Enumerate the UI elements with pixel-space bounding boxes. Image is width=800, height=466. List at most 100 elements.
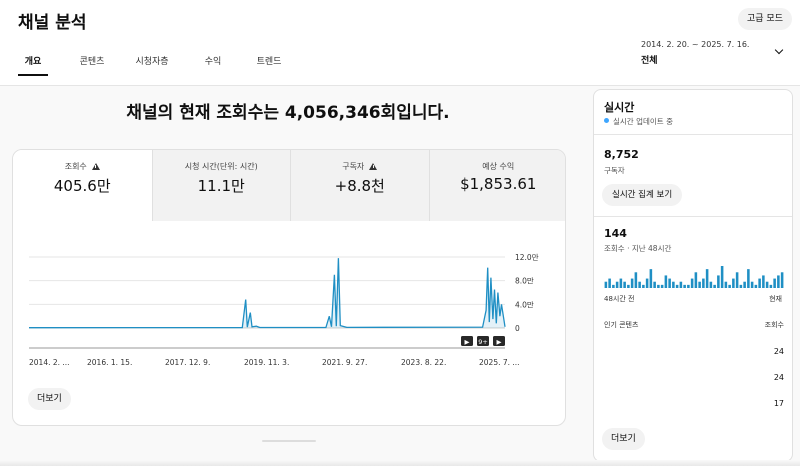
divider: [0, 85, 800, 86]
subscriber-label: 구독자: [604, 166, 625, 175]
views-chart: 12.0만 8.0만 4.0만 0 ▶ 9+ ▶ 2014. 2. ... 2016. 1. 1…: [13, 221, 565, 425]
hourly-bar: [683, 284, 686, 288]
top-content-views[interactable]: 24: [773, 373, 784, 382]
views-series-line: [28, 258, 506, 329]
warning-icon: [91, 163, 100, 170]
bars-axis-right: 현재: [769, 295, 782, 303]
headline: 채널의 현재 조회수는 4,056,346회입니다.: [126, 103, 450, 123]
hourly-bar: [694, 272, 698, 288]
count-badge[interactable]: [477, 336, 489, 346]
play-left-icon[interactable]: [461, 336, 473, 346]
live-dot-icon: [604, 118, 609, 123]
warning-icon: [369, 163, 378, 170]
bars-axis-left: 48시간 전: [604, 295, 635, 303]
metric-watch-time[interactable]: 시청 시간(단위: 시간) 11.1만: [151, 150, 290, 221]
tab-trends[interactable]: 트렌드: [256, 57, 282, 67]
hourly-bar: [698, 281, 701, 288]
hourly-bar: [728, 284, 731, 288]
x-tick-label: 2025. 7. ...: [479, 358, 520, 367]
hourly-bar: [773, 278, 776, 288]
hourly-bar: [750, 281, 754, 288]
hourly-bar: [713, 284, 716, 288]
hourly-bar: [604, 281, 608, 288]
metric-label: 예상 수익: [482, 162, 515, 171]
top-content-header: 인기 콘텐츠: [604, 321, 639, 329]
x-tick-label: 2014. 2. ...: [29, 358, 70, 367]
metric-label: 조회수: [64, 162, 87, 171]
x-tick-label: 2019. 11. 3.: [244, 358, 289, 367]
metric-value: $1,853.61: [460, 175, 537, 193]
views-chart-svg: 12.0만 8.0만 4.0만 0 ▶ 9+ ▶ 2014. 2. ... 2016. 1. 1…: [28, 253, 539, 367]
realtime-card: 실시간 실시간 업데이트 중 8,752 구독자 실시간 집계 보기 144 조…: [593, 89, 793, 462]
hourly-bar: [630, 278, 634, 288]
tab-overview[interactable]: 개요: [18, 54, 48, 76]
x-tick-label: 2021. 9. 27.: [322, 358, 367, 367]
hourly-bar: [739, 284, 743, 288]
hourly-bar: [653, 281, 656, 288]
hourly-bar: [660, 284, 664, 288]
hourly-bar: [645, 278, 649, 288]
play-right-icon[interactable]: [493, 336, 505, 346]
divider: [594, 216, 792, 217]
metric-tabs: 조회수 405.6만 시청 시간(단위: 시간) 11.1만 구독자 +8.8천…: [13, 150, 565, 221]
advanced-mode-button[interactable]: 고급 모드: [738, 8, 792, 30]
realtime-title: 실시간: [604, 101, 635, 114]
tab-content[interactable]: 콘텐츠: [79, 57, 105, 67]
top-content-column: 조회수: [764, 321, 784, 329]
realtime-status: 실시간 업데이트 중: [604, 116, 673, 127]
hourly-bar: [619, 278, 623, 288]
tab-revenue[interactable]: 수익: [204, 57, 222, 67]
hourly-bar: [743, 281, 746, 288]
realtime-status-text: 실시간 업데이트 중: [613, 117, 673, 126]
chevron-down-icon[interactable]: [774, 45, 784, 55]
x-tick-label: 2016. 1. 15.: [87, 358, 132, 367]
more-button[interactable]: 더보기: [28, 388, 71, 410]
metric-revenue[interactable]: 예상 수익 $1,853.61: [428, 150, 565, 221]
hourly-bar: [687, 284, 690, 288]
metric-value: 11.1만: [197, 177, 245, 195]
top-content-views[interactable]: 17: [773, 399, 784, 408]
metric-subscribers[interactable]: 구독자 +8.8천: [290, 150, 429, 221]
hourly-bar: [634, 272, 638, 288]
hourly-bar: [735, 272, 739, 288]
hourly-bar: [780, 272, 784, 288]
hourly-bar: [675, 284, 679, 288]
top-content-views[interactable]: 24: [773, 347, 784, 356]
tab-bar: 개요 콘텐츠 시청자층 수익 트렌드: [18, 54, 284, 76]
y-tick-label: 0: [515, 324, 520, 333]
count-badge-glyph: 9+: [478, 338, 488, 346]
hourly-bar: [627, 284, 630, 288]
y-tick-label: 8.0만: [515, 277, 534, 286]
x-tick-label: 2017. 12. 9.: [165, 358, 210, 367]
hourly-bar: [638, 281, 641, 288]
hourly-bar: [702, 278, 705, 288]
hourly-bar: [769, 284, 773, 288]
hourly-bar: [777, 275, 780, 288]
metric-label: 시청 시간(단위: 시간): [184, 162, 258, 171]
hourly-bar: [615, 281, 619, 288]
hourly-bar: [649, 269, 653, 288]
date-range-label[interactable]: 전체: [641, 56, 658, 66]
metric-label: 구독자: [342, 162, 365, 171]
hourly-bar: [758, 278, 761, 288]
hourly-bar: [717, 275, 720, 288]
hourly-views-bars: [604, 266, 784, 288]
play-left-icon-glyph: ▶: [465, 338, 470, 346]
hourly-bar: [664, 275, 668, 288]
views-48h-count: 144: [604, 227, 627, 240]
overview-card: 조회수 405.6만 시청 시간(단위: 시간) 11.1만 구독자 +8.8천…: [12, 149, 566, 426]
hourly-bar: [705, 269, 709, 288]
hourly-bar: [672, 281, 675, 288]
x-tick-label: 2023. 8. 22.: [401, 358, 446, 367]
bottom-shadow: [0, 460, 800, 466]
realtime-more-button[interactable]: 더보기: [602, 428, 645, 450]
hourly-bar: [612, 284, 615, 288]
hourly-bar: [732, 278, 735, 288]
tab-audience[interactable]: 시청자층: [135, 57, 169, 67]
metric-views[interactable]: 조회수 405.6만: [13, 150, 152, 221]
hourly-bar: [657, 284, 660, 288]
hourly-bar: [754, 284, 758, 288]
view-realtime-button[interactable]: 실시간 집계 보기: [602, 184, 683, 206]
date-range[interactable]: 2014. 2. 20. ~ 2025. 7. 16.: [641, 40, 750, 49]
series-area: [29, 258, 505, 328]
